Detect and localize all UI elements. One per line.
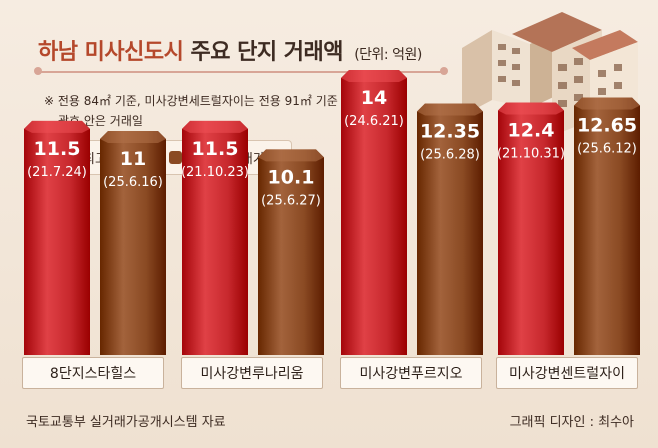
bar-cap-max-2: [182, 120, 248, 133]
bar-recent-3: [417, 103, 483, 355]
value-label-recent-4: 12.65: [577, 114, 637, 136]
date-label-max-3: (24.6.21): [344, 114, 404, 129]
date-label-max-1: (21.7.24): [27, 165, 87, 180]
bar-cap-recent-3: [417, 103, 483, 116]
legend-swatch-recent: [168, 151, 182, 164]
date-label-recent-2: (25.6.27): [261, 193, 321, 208]
date-label-max-4: (21.10.31): [497, 147, 565, 162]
bar-cap-max-1: [24, 120, 90, 133]
chart-title: 하남 미사신도시 주요 단지 거래액 (단위: 억원): [38, 34, 422, 66]
title-sub: 주요 단지 거래액: [190, 40, 344, 65]
bar-max-3: [341, 69, 407, 356]
date-label-recent-1: (25.6.16): [103, 175, 163, 190]
bar-recent-4: [574, 97, 640, 356]
category-label-1: 8단지스타힐스: [22, 357, 164, 389]
footnote-line-1: ※ 전용 84㎡ 기준, 미사강변세트럴자이는 전용 91㎡ 기준: [44, 94, 338, 108]
title-main: 하남 미사신도시: [38, 40, 184, 65]
title-divider: [36, 71, 444, 73]
value-label-recent-2: 10.1: [268, 166, 315, 188]
bar-max-2: [182, 120, 248, 355]
value-label-recent-3: 12.35: [420, 121, 480, 143]
category-label-2: 미사강변루나리움: [181, 357, 323, 389]
date-label-max-2: (21.10.23): [181, 165, 249, 180]
bar-max-4: [498, 102, 564, 355]
bar-cap-recent-2: [258, 149, 324, 162]
bar-cap-recent-4: [574, 97, 640, 110]
bar-cap-max-3: [341, 69, 407, 82]
date-label-recent-4: (25.6.12): [577, 141, 637, 156]
value-label-max-3: 14: [361, 87, 387, 109]
value-label-max-2: 11.5: [192, 138, 239, 160]
value-label-max-1: 11.5: [34, 138, 81, 160]
graphic-credit: 그래픽 디자인 : 최수아: [509, 415, 634, 430]
category-label-3: 미사강변푸르지오: [340, 357, 482, 389]
unit-label: (단위: 억원): [354, 47, 422, 63]
apartment-illustration: [462, 12, 638, 142]
source-note: 국토교통부 실거래가공개시스템 자료: [26, 415, 226, 430]
bar-recent-2: [258, 149, 324, 355]
bar-cap-recent-1: [100, 131, 166, 144]
bar-max-1: [24, 120, 90, 355]
value-label-max-4: 12.4: [508, 120, 555, 142]
bar-recent-1: [100, 131, 166, 355]
divider-dot-right: [440, 67, 448, 75]
divider-dot-left: [34, 67, 42, 75]
value-label-recent-1: 11: [120, 148, 146, 170]
category-label-4: 미사강변센트럴자이: [496, 357, 638, 389]
date-label-recent-3: (25.6.28): [420, 148, 480, 163]
bar-cap-max-4: [498, 102, 564, 115]
